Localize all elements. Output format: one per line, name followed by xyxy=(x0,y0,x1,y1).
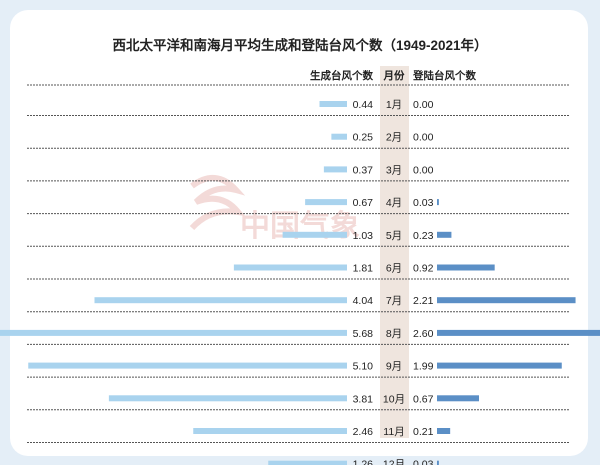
value-label-formed: 2.46 xyxy=(353,426,374,438)
watermark-text: 中国气象 xyxy=(240,209,360,244)
value-label-landed: 0.03 xyxy=(413,459,434,465)
header-formed: 生成台风个数 xyxy=(310,69,373,82)
value-label-landed: 0.21 xyxy=(413,426,434,438)
month-label: 10月 xyxy=(383,393,405,405)
value-label-landed: 0.23 xyxy=(413,230,434,242)
bar-landed xyxy=(437,329,600,336)
bar-formed xyxy=(331,133,347,140)
month-label: 12月 xyxy=(383,459,405,465)
bar-formed xyxy=(108,395,347,402)
value-label-formed: 1.81 xyxy=(353,263,374,275)
bar-landed xyxy=(437,231,452,238)
value-label-landed: 0.92 xyxy=(413,263,434,275)
chart-rows: 0.44 1月 0.00 0.25 2月 0.00 0.37 3月 0.00 0.67 4月 0.03… xyxy=(0,84,600,465)
value-label-formed: 5.68 xyxy=(353,328,374,340)
value-label-formed: 0.25 xyxy=(353,132,374,144)
bar-landed xyxy=(437,395,480,402)
bar-formed xyxy=(323,166,347,173)
value-label-landed: 0.00 xyxy=(413,99,434,111)
value-label-landed: 0.00 xyxy=(413,164,434,176)
month-label: 5月 xyxy=(386,230,402,242)
header-month: 月份 xyxy=(383,69,405,82)
bar-landed xyxy=(437,264,495,271)
value-label-formed: 0.44 xyxy=(353,99,374,111)
month-label: 2月 xyxy=(386,132,402,144)
bar-landed xyxy=(437,199,439,206)
chart-title: 西北太平洋和南海月平均生成和登陆台风个数（1949-2021年） xyxy=(112,37,487,53)
value-label-formed: 5.10 xyxy=(353,361,374,373)
bar-landed xyxy=(437,428,451,434)
bar-landed xyxy=(437,297,576,304)
month-label: 6月 xyxy=(386,263,402,275)
value-label-landed: 0.67 xyxy=(413,393,434,405)
month-label: 4月 xyxy=(386,197,402,209)
value-label-landed: 0.00 xyxy=(413,132,434,144)
bar-landed xyxy=(437,460,439,465)
bar-formed xyxy=(94,297,347,304)
bar-formed xyxy=(193,428,347,434)
value-label-landed: 0.03 xyxy=(413,197,434,209)
bar-formed xyxy=(28,362,347,369)
value-label-formed: 3.81 xyxy=(353,393,374,405)
month-label: 1月 xyxy=(386,99,402,111)
value-label-formed: 0.67 xyxy=(353,197,374,209)
value-label-landed: 2.60 xyxy=(413,328,434,340)
month-label: 11月 xyxy=(383,426,404,438)
value-label-formed: 0.37 xyxy=(353,164,374,176)
month-label: 8月 xyxy=(386,328,402,340)
bar-formed xyxy=(0,329,347,336)
value-label-landed: 1.99 xyxy=(413,361,434,373)
value-label-formed: 1.03 xyxy=(353,230,374,242)
month-column-band xyxy=(380,66,409,438)
bar-formed xyxy=(305,199,347,206)
bar-formed xyxy=(282,231,347,238)
month-label: 9月 xyxy=(386,361,402,373)
bar-landed xyxy=(437,362,562,369)
month-label: 3月 xyxy=(386,164,402,176)
bar-formed xyxy=(233,264,347,271)
value-label-landed: 2.21 xyxy=(413,295,434,307)
bar-formed xyxy=(268,460,347,465)
value-label-formed: 4.04 xyxy=(353,295,374,307)
month-label: 7月 xyxy=(386,295,402,307)
header-landed: 登陆台风个数 xyxy=(412,69,476,82)
value-label-formed: 1.26 xyxy=(353,459,374,465)
bar-formed xyxy=(319,101,347,107)
